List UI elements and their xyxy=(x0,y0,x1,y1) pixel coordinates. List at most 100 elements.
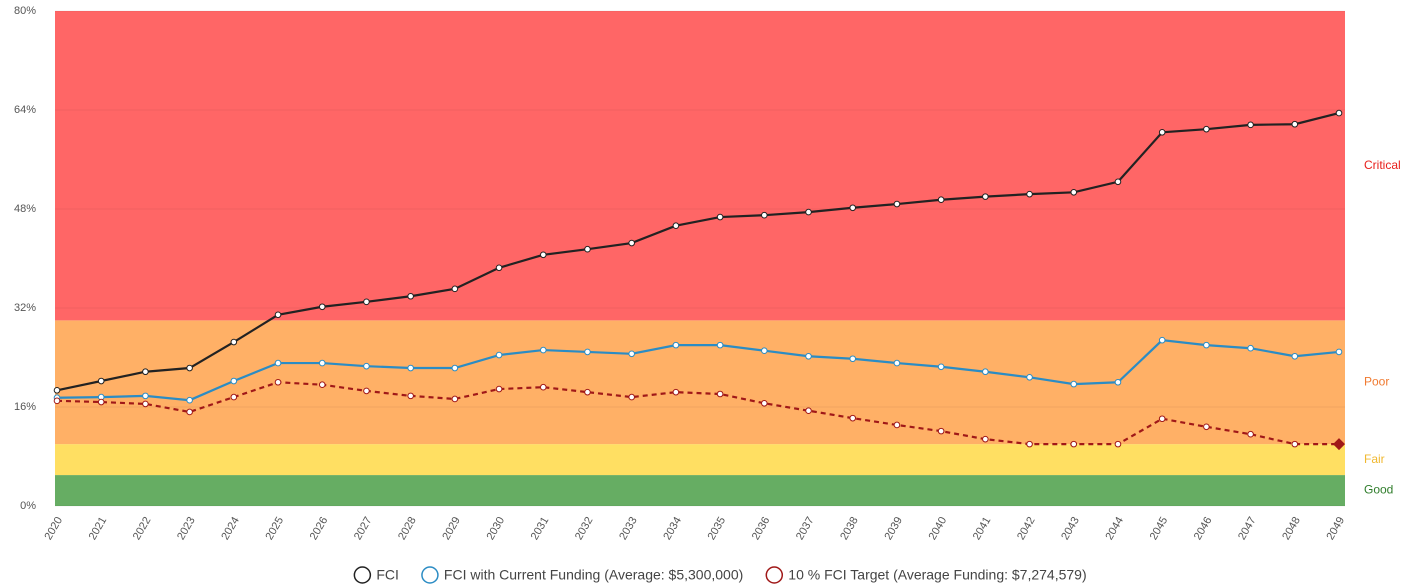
point-marker xyxy=(1335,109,1343,117)
point-marker xyxy=(230,393,238,401)
x-tick-label: 2043 xyxy=(1059,515,1082,542)
point-marker xyxy=(407,292,414,300)
point-marker xyxy=(584,245,591,253)
x-tick-label: 2042 xyxy=(1015,515,1038,542)
point-marker xyxy=(628,393,635,401)
series-line xyxy=(56,339,1340,402)
point-marker xyxy=(363,298,370,306)
point-marker xyxy=(584,348,591,356)
point-marker xyxy=(539,346,547,354)
x-tick-label: 2038 xyxy=(838,515,861,542)
point-marker xyxy=(142,392,149,400)
point-marker xyxy=(761,347,768,354)
point-marker xyxy=(274,311,282,319)
point-marker xyxy=(761,399,768,407)
point-marker xyxy=(1026,190,1033,198)
x-tick-label: 2030 xyxy=(485,515,508,542)
point-marker xyxy=(1026,374,1033,381)
x-tick-label: 2046 xyxy=(1192,515,1215,542)
x-tick-label: 2026 xyxy=(308,515,331,542)
x-tick-label: 2025 xyxy=(264,515,287,542)
point-marker xyxy=(1247,121,1254,129)
point-marker xyxy=(716,213,724,221)
x-tick-label: 2032 xyxy=(573,515,596,542)
point-marker xyxy=(1026,440,1033,448)
point-marker xyxy=(584,388,591,396)
point-marker xyxy=(982,193,989,200)
point-marker xyxy=(230,377,238,385)
point-marker xyxy=(1070,380,1078,388)
x-tick-label: 2045 xyxy=(1148,515,1171,542)
x-tick-label: 2022 xyxy=(131,515,154,542)
point-marker xyxy=(628,350,635,358)
point-marker xyxy=(628,239,635,247)
point-marker xyxy=(53,386,61,394)
point-marker xyxy=(1291,440,1299,448)
point-marker xyxy=(1203,423,1210,431)
point-marker xyxy=(274,378,282,386)
x-tick-label: 2040 xyxy=(927,515,950,542)
legend-item: FCI with Current Funding (Average: $5,30… xyxy=(421,566,743,584)
band xyxy=(55,475,1345,506)
point-marker xyxy=(937,427,945,435)
point-marker xyxy=(451,395,459,403)
band xyxy=(55,320,1345,445)
point-marker xyxy=(1158,415,1166,423)
legend-label: FCI xyxy=(376,567,399,583)
point-marker xyxy=(893,421,901,429)
point-marker xyxy=(672,222,680,230)
x-tick-label: 2024 xyxy=(219,515,242,542)
band-label: Good xyxy=(1364,483,1393,497)
point-marker xyxy=(849,414,857,422)
band-label: Poor xyxy=(1364,374,1389,388)
x-tick-label: 2044 xyxy=(1103,515,1126,542)
point-marker xyxy=(495,351,503,359)
point-marker xyxy=(318,381,326,389)
y-tick-label: 80% xyxy=(14,5,36,17)
point-marker xyxy=(1158,128,1166,136)
x-tick-label: 2027 xyxy=(352,515,375,542)
point-marker xyxy=(186,408,193,416)
point-marker xyxy=(142,368,149,376)
y-tick-label: 48% xyxy=(14,203,36,215)
point-marker xyxy=(937,363,945,371)
point-marker xyxy=(407,364,414,372)
y-tick-label: 0% xyxy=(20,500,36,512)
legend-icon xyxy=(421,566,439,584)
point-marker xyxy=(451,285,459,293)
x-tick-label: 2041 xyxy=(971,515,994,542)
point-marker xyxy=(230,338,238,346)
x-tick-label: 2021 xyxy=(87,515,110,542)
band-label: Fair xyxy=(1364,452,1385,466)
point-marker xyxy=(539,383,547,391)
x-tick-label: 2020 xyxy=(42,515,65,542)
band-label: Critical xyxy=(1364,158,1401,172)
point-marker xyxy=(97,398,105,406)
point-marker xyxy=(1247,344,1254,352)
legend-item: 10 % FCI Target (Average Funding: $7,274… xyxy=(765,566,1087,584)
point-marker xyxy=(1333,438,1345,451)
x-tick-label: 2028 xyxy=(396,515,419,542)
point-marker xyxy=(805,208,812,216)
legend-label: FCI with Current Funding (Average: $5,30… xyxy=(444,567,743,583)
point-marker xyxy=(274,359,282,367)
point-marker xyxy=(1335,348,1343,356)
point-marker xyxy=(142,400,149,408)
x-tick-label: 2033 xyxy=(617,515,640,542)
point-marker xyxy=(805,352,812,360)
x-tick-label: 2047 xyxy=(1236,515,1259,542)
x-tick-label: 2035 xyxy=(706,515,729,542)
point-marker xyxy=(1203,341,1210,349)
x-tick-label: 2039 xyxy=(882,515,905,542)
point-marker xyxy=(97,377,105,385)
point-marker xyxy=(318,303,326,311)
legend-icon xyxy=(765,566,784,584)
series-line xyxy=(56,112,1340,392)
point-marker xyxy=(407,392,414,400)
point-marker xyxy=(451,364,459,372)
point-marker xyxy=(1247,430,1254,438)
point-marker xyxy=(363,387,370,395)
x-tick-label: 2034 xyxy=(661,515,684,542)
point-marker xyxy=(495,264,503,272)
point-marker xyxy=(1114,440,1122,448)
